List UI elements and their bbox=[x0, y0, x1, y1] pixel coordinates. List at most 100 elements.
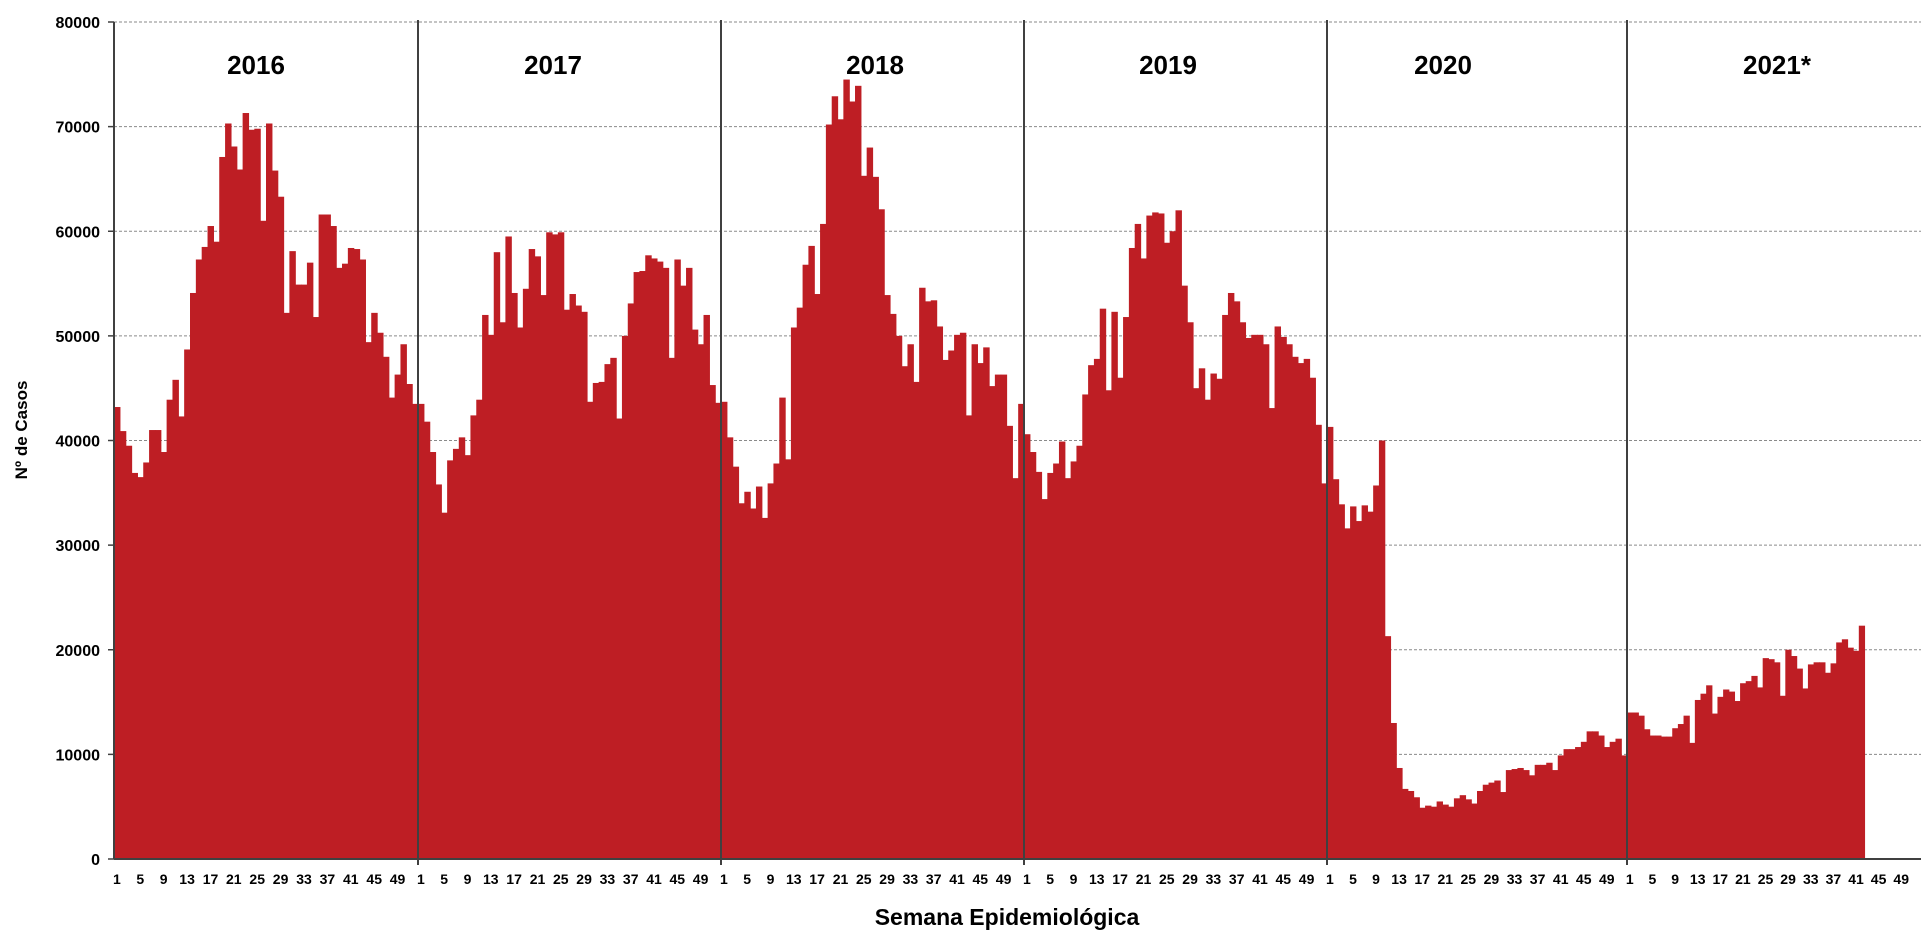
x-tick-label: 5 bbox=[1649, 871, 1657, 887]
bar bbox=[1563, 749, 1570, 859]
bar bbox=[1494, 780, 1501, 859]
bar bbox=[131, 472, 138, 859]
x-tick-label: 33 bbox=[1507, 871, 1523, 887]
bar bbox=[546, 232, 553, 860]
bar bbox=[207, 226, 214, 859]
bar bbox=[575, 305, 582, 859]
x-tick-label: 49 bbox=[996, 871, 1012, 887]
bar bbox=[773, 463, 780, 859]
bar bbox=[242, 113, 250, 859]
bar bbox=[382, 356, 390, 859]
bar bbox=[680, 285, 687, 859]
x-tick-label: 41 bbox=[1553, 871, 1569, 887]
bar bbox=[1830, 663, 1837, 859]
bar bbox=[1528, 775, 1536, 859]
bar bbox=[732, 466, 740, 859]
bar bbox=[790, 327, 798, 859]
bar bbox=[271, 170, 279, 859]
bar bbox=[1355, 521, 1363, 859]
bar bbox=[1621, 755, 1628, 859]
bar bbox=[1419, 807, 1426, 859]
bar bbox=[1257, 334, 1264, 860]
year-label: 2021* bbox=[1743, 50, 1812, 80]
bar bbox=[1757, 687, 1764, 859]
bar bbox=[1666, 736, 1673, 859]
x-tick-label: 49 bbox=[1893, 871, 1909, 887]
bar bbox=[767, 483, 775, 859]
bar bbox=[936, 326, 944, 860]
x-tick-label: 33 bbox=[1206, 871, 1222, 887]
bar bbox=[505, 236, 512, 860]
bar bbox=[621, 335, 629, 860]
bar bbox=[1105, 390, 1113, 859]
x-tick-label: 49 bbox=[693, 871, 709, 887]
bar bbox=[119, 431, 127, 859]
bar bbox=[1790, 656, 1798, 859]
bar bbox=[994, 374, 1002, 859]
bar bbox=[429, 452, 437, 859]
bar bbox=[1239, 322, 1247, 859]
bar bbox=[645, 255, 652, 859]
x-tick-label: 25 bbox=[553, 871, 569, 887]
bar bbox=[1321, 483, 1328, 859]
x-tick-label: 5 bbox=[1046, 871, 1054, 887]
bar bbox=[1309, 377, 1316, 859]
bar bbox=[1779, 695, 1786, 859]
bar bbox=[464, 455, 472, 859]
bar bbox=[889, 313, 897, 859]
x-tick-label: 37 bbox=[1826, 871, 1842, 887]
bar bbox=[1459, 795, 1467, 859]
bar bbox=[557, 232, 565, 860]
bar bbox=[586, 401, 594, 859]
bar bbox=[195, 259, 203, 859]
bar bbox=[1689, 742, 1696, 859]
bar bbox=[814, 294, 821, 859]
x-tick-label: 21 bbox=[1438, 871, 1454, 887]
bar bbox=[1655, 735, 1662, 859]
x-tick-label: 13 bbox=[1391, 871, 1407, 887]
bar bbox=[686, 267, 693, 859]
bar bbox=[1511, 769, 1518, 859]
x-tick-label: 9 bbox=[160, 871, 168, 887]
bar bbox=[435, 484, 442, 859]
x-tick-label: 25 bbox=[249, 871, 265, 887]
bar bbox=[1093, 358, 1101, 859]
bar bbox=[639, 271, 646, 859]
bar bbox=[1824, 672, 1832, 859]
bar bbox=[359, 259, 366, 859]
bar bbox=[1762, 658, 1769, 859]
x-tick-label: 1 bbox=[1326, 871, 1334, 887]
bar bbox=[604, 364, 611, 859]
x-tick-label: 49 bbox=[1599, 871, 1615, 887]
x-tick-label: 25 bbox=[1159, 871, 1175, 887]
x-tick-label: 33 bbox=[600, 871, 616, 887]
bar bbox=[342, 263, 349, 859]
year-label: 2020 bbox=[1414, 50, 1472, 80]
x-tick-label: 37 bbox=[926, 871, 942, 887]
y-tick-labels: 0 10000 20000 30000 40000 50000 60000 70000 8000… bbox=[56, 15, 101, 869]
bar bbox=[1734, 701, 1741, 859]
bar bbox=[1517, 767, 1524, 859]
bar bbox=[458, 437, 466, 859]
bar bbox=[878, 209, 885, 859]
bar bbox=[1204, 399, 1212, 859]
bar bbox=[143, 462, 150, 859]
bar bbox=[476, 399, 483, 859]
bar bbox=[1117, 377, 1124, 859]
x-tick-label: 29 bbox=[1484, 871, 1500, 887]
bar bbox=[1303, 358, 1311, 859]
bar bbox=[796, 307, 804, 859]
bar bbox=[1615, 738, 1622, 859]
y-tick-label: 70000 bbox=[56, 120, 101, 137]
bar bbox=[627, 303, 635, 859]
bar bbox=[1488, 782, 1495, 859]
bar bbox=[1024, 434, 1031, 859]
bar bbox=[592, 382, 600, 859]
bar bbox=[1768, 659, 1775, 859]
bar bbox=[1327, 426, 1334, 859]
bar bbox=[1146, 215, 1153, 859]
bar bbox=[266, 123, 273, 860]
bars bbox=[114, 79, 1866, 860]
bar bbox=[1128, 247, 1136, 860]
x-tick-label: 21 bbox=[1136, 871, 1152, 887]
